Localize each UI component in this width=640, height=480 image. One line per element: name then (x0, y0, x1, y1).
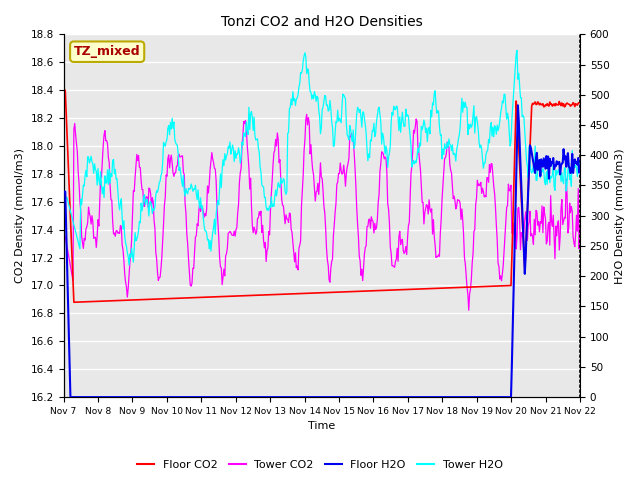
Tower H2O (449, 152, 457, 157)
Tower H2O (405, 124, 413, 130)
Tower CO2 (405, 220, 413, 226)
Y-axis label: CO2 Density (mmol/m3): CO2 Density (mmol/m3) (15, 148, 25, 283)
Text: TZ_mixed: TZ_mixed (74, 45, 141, 58)
X-axis label: Time: Time (308, 421, 335, 432)
Tower CO2 (303, 111, 310, 117)
Title: Tonzi CO2 and H2O Densities: Tonzi CO2 and H2O Densities (221, 15, 422, 29)
Floor CO2 (152, 296, 159, 302)
Tower CO2 (60, 234, 67, 240)
Floor CO2 (70, 300, 77, 305)
Line: Floor H2O: Floor H2O (63, 105, 580, 397)
Floor H2O (405, 394, 413, 400)
Tower H2O (365, 151, 372, 157)
Floor CO2 (60, 87, 67, 93)
Floor H2O (294, 394, 302, 400)
Tower CO2 (293, 263, 301, 269)
Tower H2O (513, 48, 521, 53)
Floor H2O (152, 394, 159, 400)
Floor CO2 (193, 295, 201, 300)
Tower H2O (152, 192, 159, 198)
Tower CO2 (365, 216, 372, 222)
Floor H2O (193, 394, 201, 400)
Line: Floor CO2: Floor CO2 (63, 90, 580, 302)
Floor CO2 (365, 288, 372, 294)
Floor H2O (514, 102, 522, 108)
Floor CO2 (576, 100, 584, 106)
Floor H2O (67, 394, 74, 400)
Floor H2O (365, 394, 372, 400)
Tower CO2 (576, 224, 584, 229)
Floor CO2 (405, 287, 413, 292)
Line: Tower H2O: Tower H2O (63, 50, 580, 265)
Tower H2O (576, 159, 584, 165)
Y-axis label: H2O Density (mmol/m3): H2O Density (mmol/m3) (615, 148, 625, 284)
Tower H2O (125, 262, 133, 268)
Floor CO2 (294, 291, 302, 297)
Tower CO2 (193, 233, 200, 239)
Legend: Floor CO2, Tower CO2, Floor H2O, Tower H2O: Floor CO2, Tower CO2, Floor H2O, Tower H… (133, 456, 507, 474)
Tower H2O (193, 197, 201, 203)
Tower CO2 (151, 226, 159, 231)
Line: Tower CO2: Tower CO2 (63, 114, 580, 310)
Floor H2O (576, 163, 584, 169)
Tower H2O (294, 92, 302, 97)
Tower CO2 (465, 307, 472, 313)
Floor H2O (449, 394, 457, 400)
Tower H2O (60, 195, 67, 201)
Floor CO2 (449, 285, 457, 290)
Tower CO2 (449, 196, 457, 202)
Floor H2O (60, 189, 67, 194)
